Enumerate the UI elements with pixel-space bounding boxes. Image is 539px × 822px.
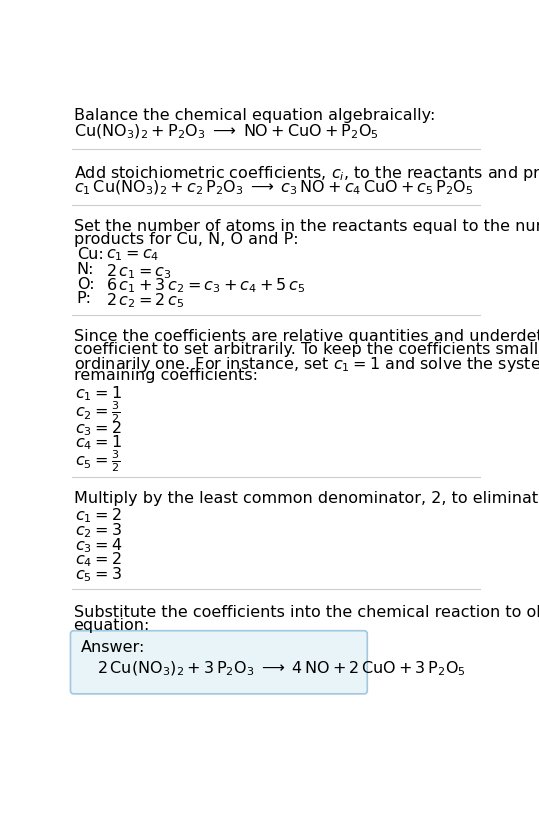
Text: Since the coefficients are relative quantities and underdetermined, choose a: Since the coefficients are relative quan… [74,329,539,344]
Text: $2\,c_2 = 2\,c_5$: $2\,c_2 = 2\,c_5$ [106,291,184,310]
Text: $c_1 = 2$: $c_1 = 2$ [75,506,122,525]
Text: Set the number of atoms in the reactants equal to the number of atoms in the: Set the number of atoms in the reactants… [74,219,539,233]
FancyBboxPatch shape [71,630,367,694]
Text: Multiply by the least common denominator, 2, to eliminate fractional coefficient: Multiply by the least common denominator… [74,492,539,506]
Text: $c_3 = 2$: $c_3 = 2$ [75,419,122,437]
Text: $c_4 = 2$: $c_4 = 2$ [75,551,122,570]
Text: remaining coefficients:: remaining coefficients: [74,368,258,383]
Text: O:: O: [77,276,94,292]
Text: products for Cu, N, O and P:: products for Cu, N, O and P: [74,232,298,247]
Text: ordinarily one. For instance, set $c_1 = 1$ and solve the system of equations fo: ordinarily one. For instance, set $c_1 =… [74,355,539,374]
Text: Substitute the coefficients into the chemical reaction to obtain the balanced: Substitute the coefficients into the che… [74,604,539,620]
Text: $2\,c_1 = c_3$: $2\,c_1 = c_3$ [106,262,172,280]
Text: $c_3 = 4$: $c_3 = 4$ [75,536,122,555]
Text: $c_2 = 3$: $c_2 = 3$ [75,521,122,540]
Text: Add stoichiometric coefficients, $c_i$, to the reactants and products:: Add stoichiometric coefficients, $c_i$, … [74,164,539,183]
Text: Cu:: Cu: [77,247,103,262]
Text: $c_5 = 3$: $c_5 = 3$ [75,566,122,584]
Text: P:: P: [77,291,92,306]
Text: $2\,\mathrm{Cu(NO_3)_2} + 3\,\mathrm{P_2O_3} \;\longrightarrow\; 4\,\mathrm{NO} : $2\,\mathrm{Cu(NO_3)_2} + 3\,\mathrm{P_2… [97,660,466,678]
Text: N:: N: [77,262,94,277]
Text: $c_1 = c_4$: $c_1 = c_4$ [106,247,160,263]
Text: $c_1 = 1$: $c_1 = 1$ [75,385,122,403]
Text: $c_5 = \frac{3}{2}$: $c_5 = \frac{3}{2}$ [75,448,120,474]
Text: equation:: equation: [74,617,150,633]
Text: coefficient to set arbitrarily. To keep the coefficients small, the arbitrary va: coefficient to set arbitrarily. To keep … [74,342,539,357]
Text: $c_1\,\mathrm{Cu(NO_3)_2} + c_2\,\mathrm{P_2O_3} \;\longrightarrow\; c_3\,\mathr: $c_1\,\mathrm{Cu(NO_3)_2} + c_2\,\mathrm… [74,178,473,197]
Text: $c_4 = 1$: $c_4 = 1$ [75,433,122,452]
Text: Answer:: Answer: [81,640,146,655]
Text: $c_2 = \frac{3}{2}$: $c_2 = \frac{3}{2}$ [75,399,120,425]
Text: Balance the chemical equation algebraically:: Balance the chemical equation algebraica… [74,108,435,122]
Text: $\mathrm{Cu(NO_3)_2 + P_2O_3} \;\longrightarrow\; \mathrm{NO + CuO + P_2O_5}$: $\mathrm{Cu(NO_3)_2 + P_2O_3} \;\longrig… [74,122,378,141]
Text: $6\,c_1 + 3\,c_2 = c_3 + c_4 + 5\,c_5$: $6\,c_1 + 3\,c_2 = c_3 + c_4 + 5\,c_5$ [106,276,305,295]
